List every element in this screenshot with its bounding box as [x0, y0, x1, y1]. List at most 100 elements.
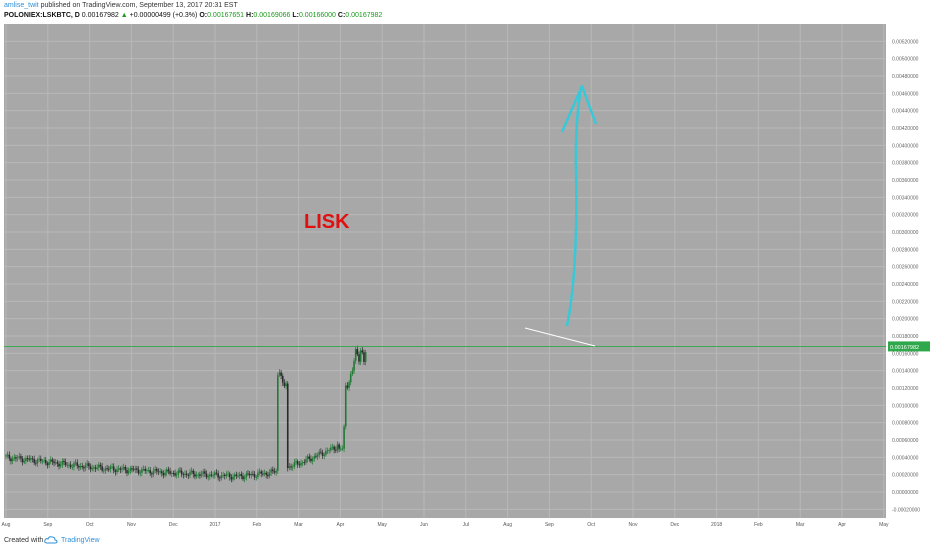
publish-info: amlise_twit published on TradingView.com…: [4, 2, 238, 9]
time-tick-label: Jun: [420, 522, 428, 528]
candle-body: [298, 464, 301, 466]
author-link[interactable]: amlise_twit: [4, 2, 39, 9]
symbol-label[interactable]: POLONIEX:LSKBTC, D: [4, 12, 80, 19]
price-chart[interactable]: 0.00520000 0.00500000 0.00480000 0.00460000…: [0, 22, 932, 530]
price-tick-label: 0.00340000: [892, 195, 919, 201]
candle-body: [94, 467, 97, 469]
candle-body: [333, 446, 335, 450]
candle-body: [6, 454, 9, 456]
candle-body: [233, 474, 236, 477]
candle-body: [76, 462, 79, 467]
tradingview-logo-text[interactable]: TradingView: [61, 537, 100, 544]
candle-body: [132, 469, 135, 471]
candle-body: [8, 454, 11, 459]
candle-body: [111, 466, 113, 468]
candle-body: [215, 472, 218, 474]
candle-body: [20, 456, 22, 459]
candle-body: [66, 464, 69, 466]
candle-body: [349, 374, 352, 383]
price-tick-label: 0.00380000: [892, 161, 919, 167]
candle-body: [253, 474, 256, 478]
candle-body: [281, 375, 284, 383]
candle-body: [291, 466, 294, 468]
time-tick-label: Apr: [838, 522, 846, 528]
time-axis-background[interactable]: [0, 518, 932, 530]
time-tick-label: Nov: [629, 522, 638, 528]
candle-body: [174, 473, 176, 476]
candle-body: [257, 472, 259, 477]
candle-body: [265, 472, 268, 475]
candle-body: [242, 476, 244, 480]
candle-body: [16, 457, 19, 459]
resistance-trendline[interactable]: [524, 327, 596, 347]
price-tick-label: 0.00320000: [892, 213, 919, 219]
candle-body: [154, 468, 156, 471]
candle-body: [93, 467, 95, 469]
candle-body: [23, 461, 26, 463]
candle-body: [295, 461, 297, 463]
candle-body: [363, 352, 365, 362]
candle-body: [175, 474, 178, 476]
candle-body: [356, 349, 359, 355]
candle-body: [300, 462, 302, 466]
candle-body: [344, 385, 347, 427]
candle-body: [134, 468, 137, 470]
candle-body: [106, 468, 108, 470]
time-tick-label: May: [377, 522, 387, 528]
candle-body: [74, 462, 77, 464]
candle-body: [204, 471, 206, 474]
price-tick-label: 0.00400000: [892, 143, 919, 149]
plot-background[interactable]: [4, 24, 886, 518]
candle-body: [227, 473, 229, 475]
candle-body: [11, 458, 14, 462]
candle-body: [237, 475, 239, 477]
candle-body: [46, 463, 49, 466]
candle-body: [30, 458, 32, 460]
candle-body: [59, 464, 62, 467]
candle-body: [225, 474, 228, 476]
candle-body: [320, 451, 322, 453]
time-tick-label: Jul: [463, 522, 469, 528]
candle-body: [359, 350, 362, 362]
price-tick-label: 0.00000000: [892, 490, 919, 496]
candle-body: [190, 470, 193, 473]
candle-body: [116, 469, 118, 473]
candle-body: [230, 477, 233, 480]
candle-body: [220, 475, 223, 479]
candle-body: [331, 446, 334, 448]
time-tick-label: Apr: [337, 522, 345, 528]
price-tick-label: 0.00140000: [892, 369, 919, 375]
candle-body: [293, 462, 296, 467]
candle-body: [18, 456, 21, 458]
candle-body: [207, 476, 209, 478]
candle-body: [127, 471, 130, 474]
chart-area[interactable]: 0.00520000 0.00500000 0.00480000 0.00460000…: [0, 22, 932, 530]
projection-arrow-shaft[interactable]: [565, 87, 583, 327]
candle-body: [326, 450, 329, 452]
candle-body: [278, 372, 281, 376]
lisk-annotation-text[interactable]: LISK: [304, 211, 350, 233]
time-tick-label: May: [879, 522, 889, 528]
close-value: 0.00167982: [345, 12, 383, 19]
candle-body: [44, 460, 47, 464]
published-text: published on TradingView.com, September …: [40, 2, 238, 9]
candle-body: [296, 461, 299, 465]
price-axis-background[interactable]: [886, 24, 932, 518]
created-with-text: Created with: [4, 537, 44, 544]
projection-arrow-head[interactable]: [560, 84, 598, 133]
candle-body: [247, 473, 249, 475]
candle-body: [303, 462, 306, 464]
candle-body: [63, 461, 65, 463]
candle-body: [91, 468, 93, 470]
candle-body: [330, 447, 332, 451]
candle-body: [114, 470, 117, 473]
time-tick-label: Dec: [670, 522, 679, 528]
high-value: 0.00169066: [253, 12, 291, 19]
current-price-label: 0.00167982: [890, 345, 919, 351]
candle-body: [84, 465, 87, 469]
candle-body: [124, 467, 127, 471]
time-tick-label: Aug: [2, 522, 11, 528]
candle-body: [245, 473, 248, 478]
candle-body: [262, 473, 264, 475]
candle-body: [146, 470, 148, 472]
